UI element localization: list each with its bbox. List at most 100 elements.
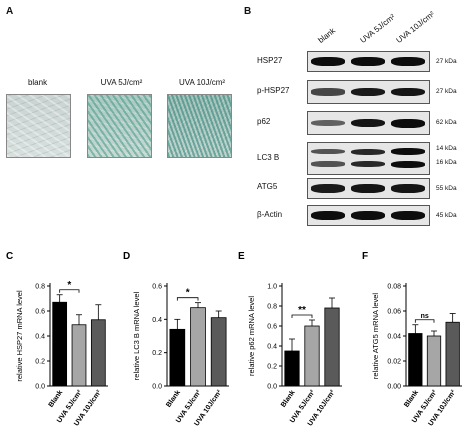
y-tick-label-e-0: 0.0	[267, 384, 277, 391]
band-actin-2	[391, 211, 425, 220]
wb-kda-atg5: 55 kDa	[436, 185, 457, 192]
wb-kda-lc3b-14: 14 kDa	[436, 145, 457, 152]
significance-label-e: **	[298, 305, 306, 316]
chart-f: F 0.00 0.02 0.04 0.06 0.08 relative ATG5 mRNA …	[362, 251, 462, 428]
bar-f-0	[408, 333, 423, 387]
significance-label-c: *	[67, 280, 71, 291]
blot-p62	[307, 111, 430, 135]
band-atg5-0	[311, 184, 345, 193]
bar-e-1	[304, 325, 320, 387]
significance-bracket-f	[414, 319, 435, 323]
y-tick-label-c-2: 0.4	[35, 334, 45, 341]
blot-hsp27	[307, 51, 430, 72]
wb-label-atg5: ATG5	[257, 182, 278, 191]
bar-e-2	[324, 307, 340, 387]
wb-kda-bactin: 45 kDa	[436, 212, 457, 219]
y-tick-label-e-4: 0.8	[267, 304, 277, 311]
y-tick-label-e-5: 1.0	[267, 284, 277, 291]
bar-charts: C 0.0 0.2 0.4 0.6 0.8 relative HSP27 mRNA leve…	[6, 251, 462, 428]
band-lc3b-2-1	[391, 160, 425, 168]
band-actin-0	[311, 211, 345, 220]
band-phsp27-2	[391, 87, 425, 97]
band-p62-0	[311, 119, 345, 127]
panel-d-letter: D	[123, 251, 130, 262]
y-tick-label-f-4: 0.08	[387, 284, 401, 291]
y-tick-label-c-1: 0.2	[35, 359, 45, 366]
y-tick-label-d-3: 0.6	[152, 284, 162, 291]
y-tick-label-d-1: 0.2	[152, 350, 162, 357]
wb-kda-hsp27: 27 kDa	[436, 58, 457, 65]
y-tick-label-e-2: 0.4	[267, 344, 277, 351]
significance-label-d: *	[186, 288, 190, 299]
band-atg5-1	[351, 184, 385, 193]
chart-e: E 0.0 0.2 0.4 0.6 0.8 1.0 relative p62 mRNA lev…	[238, 251, 342, 428]
micro-label-uva5: UVA 5J/cm²	[100, 78, 143, 87]
y-label-d: relative LC3 B mRNA level	[132, 291, 141, 380]
band-p62-1	[351, 118, 385, 128]
micro-label-uva10: UVA 10J/cm²	[178, 78, 226, 87]
band-phsp27-1	[351, 87, 385, 97]
significance-bracket-e	[291, 314, 313, 318]
y-tick-label-d-0: 0.0	[152, 384, 162, 391]
wb-label-hsp27: HSP27	[257, 56, 283, 65]
y-tick-label-c-3: 0.6	[35, 309, 45, 316]
micrograph-uva5	[87, 94, 152, 158]
y-label-c: relative HSP27 mRNA level	[15, 290, 24, 382]
bar-c-2	[90, 319, 106, 387]
wb-column-blank: blank	[316, 26, 338, 45]
band-lc3b-1-0	[351, 148, 385, 155]
band-hsp27-0	[311, 57, 345, 66]
band-p62-2	[391, 118, 425, 128]
wb-label-lc3b: LC3 B	[257, 153, 280, 162]
micro-label-blank: blank	[27, 78, 48, 87]
panel-c-letter: C	[6, 251, 13, 262]
blot-lc3b	[307, 142, 430, 175]
significance-bracket-d	[176, 297, 199, 301]
wb-kda-phsp27: 27 kDa	[436, 88, 457, 95]
wb-kda-p62: 62 kDa	[436, 119, 457, 126]
wb-kda-lc3b-16: 16 kDa	[436, 159, 457, 166]
band-lc3b-1-1	[351, 160, 385, 168]
y-tick-label-e-1: 0.2	[267, 364, 277, 371]
band-hsp27-1	[351, 57, 385, 66]
x-tick-label-e-0: Blank	[280, 389, 297, 409]
panel-a-letter: A	[6, 6, 14, 17]
y-label-e: relative p62 mRNA level	[247, 296, 256, 376]
significance-label-f: ns	[421, 313, 429, 320]
bar-d-1	[190, 307, 206, 387]
panel-b-letter: B	[244, 6, 252, 17]
y-tick-label-d-2: 0.4	[152, 317, 162, 324]
y-tick-label-f-2: 0.04	[387, 334, 401, 341]
wb-column-uva5: UVA 5J/cm²	[358, 12, 397, 46]
y-tick-label-f-3: 0.06	[387, 309, 401, 316]
x-tick-label-c-0: Blank	[48, 389, 65, 409]
bar-f-1	[426, 335, 442, 387]
bar-c-1	[71, 324, 87, 387]
y-tick-label-c-4: 0.8	[35, 284, 45, 291]
y-tick-label-c-0: 0.0	[35, 384, 45, 391]
band-atg5-2	[391, 184, 425, 193]
blot-bactin	[307, 205, 430, 226]
y-tick-label-f-0: 0.00	[387, 384, 401, 391]
wb-label-phsp27: p-HSP27	[257, 86, 290, 95]
bar-e-0	[284, 350, 300, 387]
wb-label-p62: p62	[257, 117, 271, 126]
band-phsp27-0	[311, 88, 345, 96]
chart-c: C 0.0 0.2 0.4 0.6 0.8 relative HSP27 mRNA leve…	[6, 251, 108, 428]
band-actin-1	[351, 211, 385, 220]
micrograph-uva10	[167, 94, 232, 158]
y-tick-label-f-1: 0.02	[387, 359, 401, 366]
x-tick-label-f-0: Blank	[403, 389, 420, 409]
band-lc3b-2-0	[391, 148, 425, 156]
bar-c-0	[52, 301, 68, 387]
panel-f-letter: F	[362, 251, 368, 262]
blot-phsp27	[307, 80, 430, 104]
y-tick-label-e-3: 0.6	[267, 324, 277, 331]
panel-e-letter: E	[238, 251, 245, 262]
micrograph-blank	[6, 94, 71, 158]
wb-label-bactin: β-Actin	[257, 210, 283, 219]
bar-f-2	[445, 321, 460, 387]
band-lc3b-0-0	[311, 149, 345, 155]
bar-d-0	[169, 328, 186, 387]
significance-bracket-c	[59, 289, 80, 293]
